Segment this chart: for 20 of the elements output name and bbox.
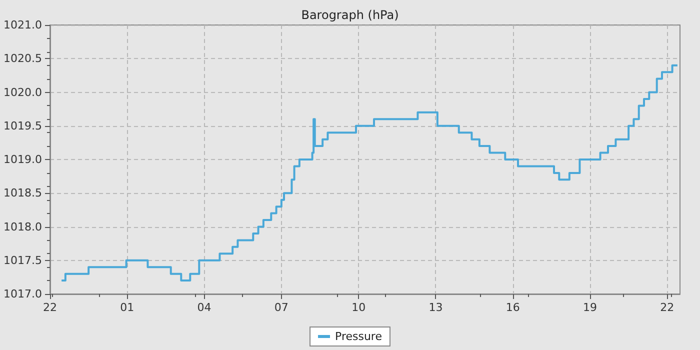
x-tick-label: 16 [506, 301, 520, 314]
y-tick-label: 1017.0 [4, 288, 42, 300]
y-tick-label: 1018.5 [4, 186, 42, 200]
x-tick-label: 07 [274, 301, 288, 314]
y-tick-label: 1018.0 [4, 220, 42, 234]
x-tick-label: 22 [660, 301, 674, 314]
legend-label: Pressure [335, 330, 382, 343]
y-tick-label: 1020.5 [4, 52, 42, 66]
y-tick-label: 1021.0 [4, 18, 42, 32]
y-tick-label: 1019.0 [4, 153, 42, 166]
x-tick-label: 01 [120, 301, 134, 314]
x-tick-label: 19 [583, 301, 597, 314]
y-tick-label: 1017.5 [4, 254, 42, 267]
x-tick-label: 22 [43, 301, 57, 314]
x-tick-label: 10 [352, 301, 366, 314]
x-tick-label: 04 [197, 301, 212, 314]
y-tick-label: 1019.5 [4, 119, 42, 132]
y-tick-label: 1020.0 [4, 86, 42, 99]
chart-title: Barograph (hPa) [301, 8, 399, 22]
x-tick-label: 13 [428, 301, 443, 314]
